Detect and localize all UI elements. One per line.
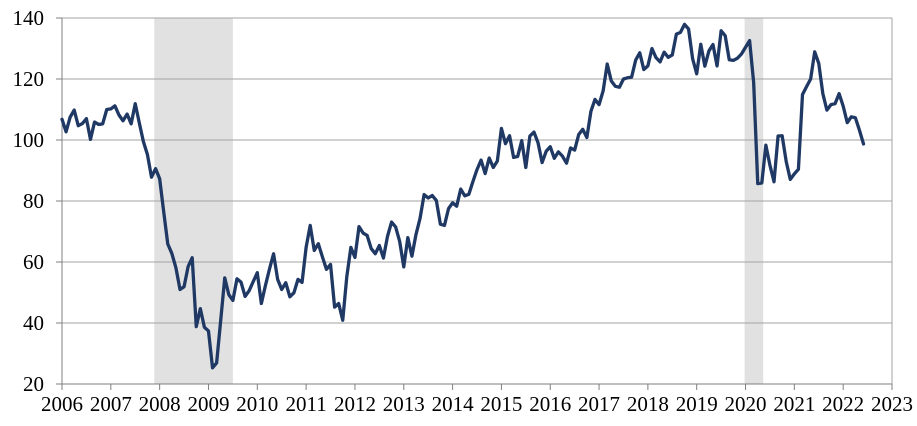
x-tick-label: 2012	[334, 392, 376, 416]
y-tick-label: 20	[23, 372, 44, 396]
y-tick-label: 140	[13, 6, 45, 30]
x-tick-label: 2011	[286, 392, 327, 416]
x-tick-label: 2017	[578, 392, 620, 416]
data-line	[60, 22, 866, 370]
x-tick-label: 2016	[529, 392, 571, 416]
y-tick-label: 80	[23, 189, 44, 213]
y-tick-label: 60	[23, 250, 44, 274]
x-tick-label: 2015	[480, 392, 522, 416]
x-tick-label: 2021	[773, 392, 815, 416]
x-tick-label: 2014	[432, 392, 475, 416]
x-tick-label: 2019	[676, 392, 718, 416]
y-tick-label: 100	[13, 128, 45, 152]
x-tick-label: 2018	[627, 392, 669, 416]
x-tick-label: 2008	[139, 392, 181, 416]
x-tick-label: 2013	[383, 392, 425, 416]
x-tick-label: 2023	[871, 392, 913, 416]
x-tick-label: 2009	[187, 392, 229, 416]
x-tick-label: 2006	[41, 392, 83, 416]
x-tick-label: 2022	[822, 392, 864, 416]
x-tick-label: 2020	[725, 392, 767, 416]
y-tick-label: 120	[13, 67, 45, 91]
x-tick-label: 2007	[90, 392, 132, 416]
x-tick-label: 2010	[236, 392, 278, 416]
y-tick-label: 40	[23, 311, 44, 335]
